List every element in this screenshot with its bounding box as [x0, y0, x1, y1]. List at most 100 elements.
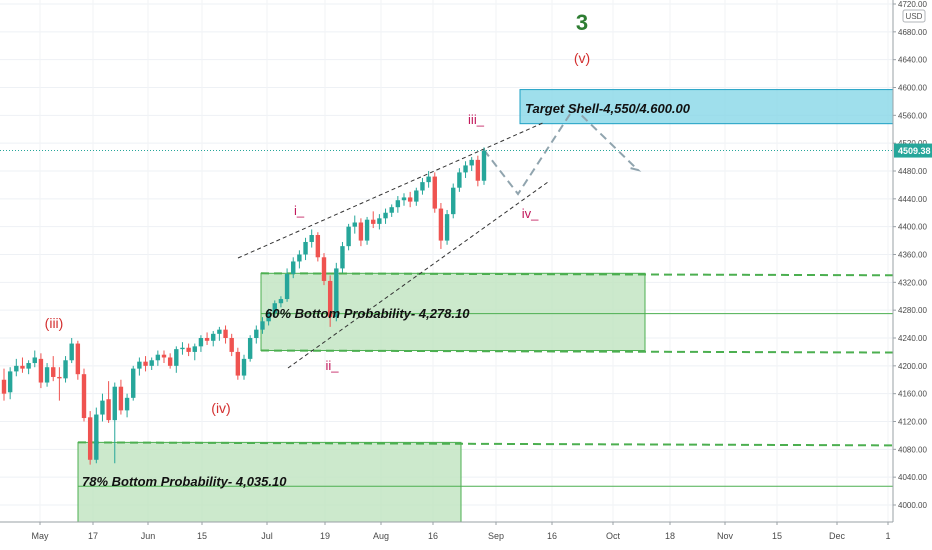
candle[interactable]	[124, 393, 130, 418]
candle[interactable]	[247, 335, 253, 362]
candle[interactable]	[383, 208, 388, 224]
candle[interactable]	[174, 346, 179, 373]
candle[interactable]	[272, 300, 277, 318]
candle[interactable]	[278, 296, 284, 308]
candle[interactable]	[463, 161, 468, 178]
candle[interactable]	[106, 381, 111, 423]
bottom-probability-60-label: 60% Bottom Probability- 4,278.10	[265, 306, 470, 321]
candle[interactable]	[217, 326, 222, 341]
candle[interactable]	[198, 335, 204, 352]
candle[interactable]	[38, 353, 44, 389]
candle[interactable]	[26, 360, 31, 375]
candle[interactable]	[118, 379, 124, 415]
candle[interactable]	[260, 317, 265, 334]
candle[interactable]	[51, 356, 56, 382]
candle[interactable]	[358, 218, 364, 247]
candle[interactable]	[475, 155, 481, 187]
time-tick-label: Sep	[488, 531, 504, 541]
candle[interactable]	[414, 187, 419, 206]
price-tick-label: 4160.00	[898, 390, 927, 399]
candle[interactable]	[14, 358, 19, 377]
wave-projection-path[interactable]	[483, 106, 642, 196]
candle[interactable]	[481, 147, 487, 185]
candle[interactable]	[297, 250, 302, 269]
candle[interactable]	[254, 325, 259, 344]
candle[interactable]	[241, 354, 247, 380]
candle[interactable]	[112, 382, 117, 464]
currency-badge[interactable]	[902, 9, 926, 23]
candle[interactable]	[94, 407, 99, 464]
candle[interactable]	[389, 204, 394, 217]
candle[interactable]	[229, 333, 234, 357]
candle[interactable]	[204, 332, 210, 345]
candle[interactable]	[438, 203, 444, 249]
candle[interactable]	[457, 168, 462, 192]
candle[interactable]	[7, 367, 13, 400]
candle[interactable]	[100, 393, 105, 422]
candle[interactable]	[44, 363, 50, 387]
bottom-probability-60-zone[interactable]	[260, 272, 646, 352]
candle[interactable]	[364, 216, 370, 245]
time-axis[interactable]: May 17 Jun 15 Jul 19 Aug 16 Sep 16 Oct 18 Nov 15 Dec 1	[0, 521, 893, 541]
candle[interactable]	[161, 350, 167, 364]
candle[interactable]	[426, 171, 431, 188]
candle[interactable]	[451, 183, 456, 219]
candle[interactable]	[266, 308, 271, 326]
candle[interactable]	[407, 191, 413, 208]
candle[interactable]	[32, 350, 37, 368]
candle[interactable]	[377, 214, 382, 230]
candle[interactable]	[186, 343, 191, 357]
candle[interactable]	[137, 357, 142, 376]
candle[interactable]	[143, 356, 148, 372]
time-tick-label: May	[31, 531, 49, 541]
candle[interactable]	[303, 237, 308, 261]
candle[interactable]	[57, 367, 62, 401]
candle[interactable]	[346, 223, 351, 251]
candle[interactable]	[87, 411, 93, 465]
candle[interactable]	[309, 229, 314, 248]
candle[interactable]	[192, 343, 197, 361]
candle[interactable]	[315, 232, 321, 262]
candle[interactable]	[75, 340, 81, 380]
candle[interactable]	[223, 325, 228, 344]
candle-body	[451, 187, 456, 215]
candle-body	[383, 212, 388, 219]
candle[interactable]	[420, 177, 425, 195]
channel-upper-line[interactable]	[237, 121, 546, 259]
target-shell-zone[interactable]	[519, 89, 894, 125]
candle[interactable]	[291, 257, 296, 279]
candle-body	[7, 371, 13, 393]
bottom-probability-78-label: 78% Bottom Probability- 4,035.10	[82, 474, 287, 489]
candle[interactable]	[371, 211, 376, 229]
candle[interactable]	[327, 275, 333, 327]
candle[interactable]	[444, 209, 450, 245]
candle[interactable]	[395, 196, 401, 213]
candle-body	[235, 351, 241, 376]
candle[interactable]	[211, 331, 216, 347]
candle[interactable]	[63, 356, 68, 383]
candle[interactable]	[155, 350, 161, 366]
candle[interactable]	[401, 193, 407, 206]
candle[interactable]	[469, 157, 474, 171]
candle[interactable]	[149, 357, 154, 371]
candle[interactable]	[69, 338, 74, 364]
bottom-probability-78-zone[interactable]	[77, 441, 462, 523]
candle[interactable]	[334, 262, 339, 322]
channel-trendlines	[237, 106, 642, 369]
candle[interactable]	[81, 368, 87, 422]
candle[interactable]	[20, 357, 25, 373]
candle[interactable]	[1, 368, 7, 401]
candle-body	[457, 172, 462, 188]
candle[interactable]	[167, 353, 173, 369]
candle[interactable]	[321, 253, 327, 286]
candle[interactable]	[284, 268, 290, 302]
price-axis[interactable]: 4000.00 4040.00 4080.00 4120.00 4160.00 4200.…	[892, 0, 932, 550]
candle[interactable]	[340, 241, 345, 273]
candle[interactable]	[432, 172, 437, 213]
candle[interactable]	[131, 365, 136, 401]
channel-lower-line[interactable]	[287, 181, 549, 369]
candle[interactable]	[180, 342, 185, 355]
candle[interactable]	[352, 215, 357, 234]
candle[interactable]	[235, 347, 241, 380]
